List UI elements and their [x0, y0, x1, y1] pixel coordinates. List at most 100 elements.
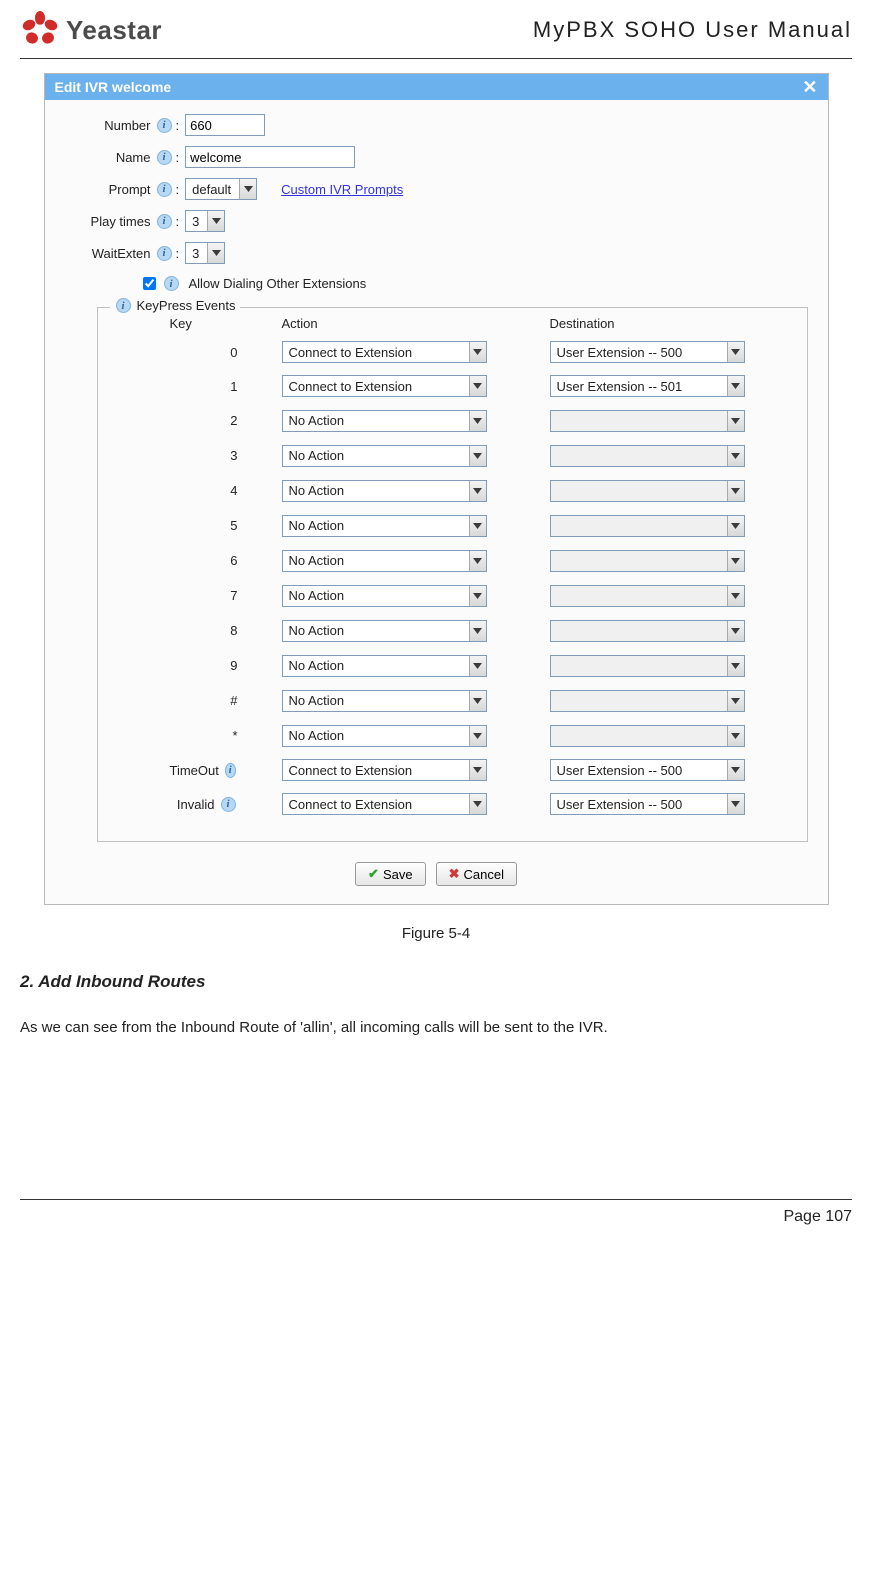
info-icon[interactable]: i: [221, 797, 236, 812]
destination-select[interactable]: User Extension -- 500: [550, 793, 745, 815]
playtimes-label: Play times: [59, 214, 155, 229]
destination-select-value: User Extension -- 501: [551, 379, 727, 394]
action-select-value: No Action: [283, 728, 469, 743]
info-icon[interactable]: i: [225, 763, 236, 778]
keypress-destination-cell: User Extension -- 500: [550, 759, 760, 781]
section-heading: 2. Add Inbound Routes: [20, 972, 852, 992]
cancel-button[interactable]: ✖ Cancel: [436, 862, 517, 886]
action-select[interactable]: Connect to Extension: [282, 341, 487, 363]
action-select[interactable]: No Action: [282, 550, 487, 572]
keypress-action-cell: No Action: [282, 410, 550, 432]
keypress-row: * No Action: [170, 724, 795, 747]
keypress-action-cell: No Action: [282, 620, 550, 642]
destination-select: [550, 585, 745, 607]
info-icon[interactable]: i: [157, 182, 172, 197]
keypress-key-label: 4: [230, 483, 237, 498]
keypress-action-cell: Connect to Extension: [282, 341, 550, 363]
keypress-row: 1Connect to ExtensionUser Extension -- 5…: [170, 375, 795, 397]
action-select-value: No Action: [283, 693, 469, 708]
action-select[interactable]: No Action: [282, 620, 487, 642]
keypress-destination-cell: [550, 619, 760, 642]
allow-dialing-checkbox[interactable]: [143, 277, 156, 290]
destination-select[interactable]: User Extension -- 500: [550, 341, 745, 363]
action-select[interactable]: No Action: [282, 725, 487, 747]
custom-ivr-prompts-link[interactable]: Custom IVR Prompts: [281, 182, 403, 197]
dropdown-arrow-icon: [469, 726, 486, 746]
keypress-row: 4 No Action: [170, 479, 795, 502]
keypress-key-label: 5: [230, 518, 237, 533]
action-select[interactable]: No Action: [282, 445, 487, 467]
action-select[interactable]: No Action: [282, 480, 487, 502]
action-select-value: No Action: [283, 553, 469, 568]
keypress-action-cell: No Action: [282, 690, 550, 712]
dropdown-arrow-icon: [207, 243, 224, 263]
dropdown-arrow-icon: [727, 656, 744, 676]
keypress-key-label: *: [232, 728, 237, 743]
action-select[interactable]: Connect to Extension: [282, 759, 487, 781]
destination-select: [550, 515, 745, 537]
colon: :: [176, 118, 180, 133]
keypress-action-cell: No Action: [282, 725, 550, 747]
destination-select-value: User Extension -- 500: [551, 345, 727, 360]
keypress-key-label: #: [230, 693, 237, 708]
name-label: Name: [59, 150, 155, 165]
keypress-events-fieldset: i KeyPress Events Key Action Destination…: [97, 307, 808, 842]
destination-select: [550, 690, 745, 712]
number-row: Number i :: [59, 114, 814, 136]
info-icon[interactable]: i: [164, 276, 179, 291]
keypress-key-label: 0: [230, 345, 237, 360]
keypress-row: # No Action: [170, 689, 795, 712]
keypress-key-label: 9: [230, 658, 237, 673]
save-button[interactable]: ✔ Save: [355, 862, 426, 886]
action-select[interactable]: Connect to Extension: [282, 793, 487, 815]
keypress-legend: i KeyPress Events: [110, 298, 240, 313]
col-key-header: Key: [170, 316, 282, 331]
action-select[interactable]: No Action: [282, 410, 487, 432]
number-label: Number: [59, 118, 155, 133]
waitexten-value: 3: [186, 246, 207, 261]
prompt-row: Prompt i : default Custom IVR Prompts: [59, 178, 814, 200]
keypress-key-cell: 4: [170, 483, 282, 498]
destination-select: [550, 410, 745, 432]
keypress-key-cell: TimeOuti: [170, 763, 282, 778]
keypress-destination-cell: [550, 689, 760, 712]
dropdown-arrow-icon: [727, 586, 744, 606]
action-select[interactable]: No Action: [282, 585, 487, 607]
info-icon[interactable]: i: [157, 150, 172, 165]
close-icon[interactable]: ✕: [802, 80, 817, 94]
page-header: Yeastar MyPBX SOHO User Manual: [20, 10, 852, 50]
dropdown-arrow-icon: [469, 760, 486, 780]
keypress-action-cell: No Action: [282, 655, 550, 677]
info-icon[interactable]: i: [116, 298, 131, 313]
save-button-label: Save: [383, 867, 413, 882]
dropdown-arrow-icon: [727, 411, 744, 431]
info-icon[interactable]: i: [157, 214, 172, 229]
destination-select[interactable]: User Extension -- 500: [550, 759, 745, 781]
info-icon[interactable]: i: [157, 118, 172, 133]
prompt-select[interactable]: default: [185, 178, 257, 200]
waitexten-select[interactable]: 3: [185, 242, 225, 264]
keypress-key-cell: 8: [170, 623, 282, 638]
action-select[interactable]: Connect to Extension: [282, 375, 487, 397]
keypress-legend-text: KeyPress Events: [137, 298, 236, 313]
keypress-action-cell: Connect to Extension: [282, 759, 550, 781]
action-select-value: No Action: [283, 413, 469, 428]
destination-select: [550, 550, 745, 572]
keypress-action-cell: Connect to Extension: [282, 793, 550, 815]
destination-select[interactable]: User Extension -- 501: [550, 375, 745, 397]
prompt-select-value: default: [186, 182, 239, 197]
action-select[interactable]: No Action: [282, 515, 487, 537]
action-select-value: No Action: [283, 448, 469, 463]
destination-select: [550, 655, 745, 677]
number-input[interactable]: [185, 114, 265, 136]
action-select[interactable]: No Action: [282, 655, 487, 677]
action-select[interactable]: No Action: [282, 690, 487, 712]
info-icon[interactable]: i: [157, 246, 172, 261]
keypress-destination-cell: [550, 549, 760, 572]
playtimes-select[interactable]: 3: [185, 210, 225, 232]
header-divider: [20, 58, 852, 59]
keypress-key-label: Invalid: [177, 797, 215, 812]
dropdown-arrow-icon: [469, 586, 486, 606]
name-input[interactable]: [185, 146, 355, 168]
action-select-value: Connect to Extension: [283, 379, 469, 394]
